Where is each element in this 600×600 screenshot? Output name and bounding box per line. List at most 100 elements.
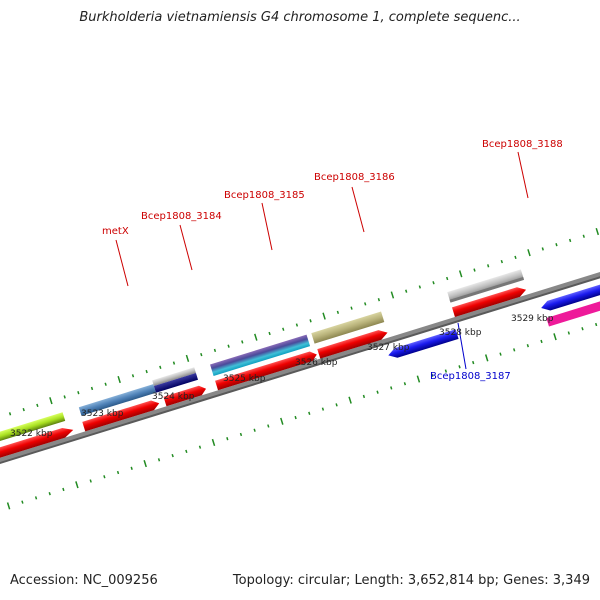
map-title: Burkholderia vietnamiensis G4 chromosome… bbox=[79, 10, 521, 25]
major-tick bbox=[75, 481, 79, 489]
minor-tick bbox=[403, 382, 407, 386]
minor-tick bbox=[321, 407, 325, 411]
outer-tick-ruler bbox=[8, 227, 600, 416]
minor-tick bbox=[555, 243, 558, 247]
minor-tick bbox=[239, 432, 243, 437]
cds-forward-1[interactable] bbox=[0, 425, 75, 460]
gene-label-Bcep1808_3187[interactable]: Bcep1808_3187 bbox=[430, 371, 511, 382]
minor-tick bbox=[308, 411, 311, 415]
inner-tick-ruler bbox=[6, 322, 598, 510]
summary-text: Topology: circular; Length: 3,652,814 bp… bbox=[232, 573, 590, 588]
gene-label-Bcep1808_3186[interactable]: Bcep1808_3186 bbox=[314, 172, 395, 183]
feature-bar-3184-grey[interactable] bbox=[152, 367, 196, 387]
minor-tick bbox=[446, 276, 449, 281]
minor-tick bbox=[335, 403, 338, 407]
chromosome-backbone bbox=[0, 240, 600, 483]
minor-tick bbox=[473, 268, 476, 272]
ruler-label: 3528 kbp bbox=[439, 328, 482, 338]
minor-tick bbox=[226, 437, 229, 441]
minor-tick bbox=[90, 386, 94, 391]
minor-tick bbox=[594, 322, 598, 327]
feature-bar-3188-shade bbox=[449, 276, 525, 303]
minor-tick bbox=[295, 323, 299, 327]
minor-tick bbox=[540, 339, 543, 344]
minor-tick bbox=[34, 496, 38, 500]
minor-tick bbox=[145, 369, 148, 374]
feature-bar-3188[interactable] bbox=[447, 269, 524, 302]
cds-reverse-pink[interactable] bbox=[546, 297, 600, 327]
minor-tick bbox=[21, 500, 24, 504]
cds-Bcep1808_3186[interactable] bbox=[317, 328, 389, 359]
major-tick bbox=[348, 396, 352, 404]
ruler-label: 3526 kbp bbox=[295, 358, 338, 368]
minor-tick bbox=[432, 281, 435, 285]
cds-metX[interactable] bbox=[82, 398, 160, 432]
ruler-label: 3524 kbp bbox=[152, 392, 195, 402]
major-tick bbox=[390, 291, 395, 299]
major-tick bbox=[49, 397, 53, 405]
minor-tick bbox=[364, 302, 367, 306]
minor-tick bbox=[171, 453, 174, 458]
accession-text: Accession: NC_009256 bbox=[10, 573, 158, 588]
cds-Bcep1808_3188[interactable] bbox=[451, 285, 528, 317]
feature-bar-3185[interactable] bbox=[210, 334, 311, 376]
minor-tick bbox=[581, 327, 584, 331]
minor-tick bbox=[116, 470, 120, 475]
minor-tick bbox=[36, 403, 39, 408]
ruler-label: 3523 kbp bbox=[81, 409, 124, 419]
minor-tick bbox=[336, 310, 340, 315]
minor-tick bbox=[458, 365, 461, 369]
feature-bar-lime[interactable] bbox=[0, 412, 66, 445]
major-tick bbox=[527, 249, 531, 257]
leader-3184 bbox=[179, 224, 193, 271]
ruler-label: 3527 kbp bbox=[367, 343, 410, 353]
minor-tick bbox=[567, 331, 570, 335]
major-tick bbox=[185, 354, 190, 362]
minor-tick bbox=[390, 386, 393, 390]
minor-tick bbox=[157, 458, 161, 462]
minor-tick bbox=[8, 412, 12, 416]
cds-Bcep1808_3185[interactable] bbox=[215, 350, 318, 391]
feature-bar-3184-navy[interactable] bbox=[153, 373, 199, 393]
major-tick bbox=[484, 354, 489, 362]
minor-tick bbox=[350, 306, 353, 310]
minor-tick bbox=[377, 298, 381, 302]
minor-tick bbox=[582, 234, 585, 238]
minor-tick bbox=[130, 466, 133, 470]
ruler-label: 3525 kbp bbox=[223, 374, 266, 384]
minor-tick bbox=[77, 391, 80, 395]
minor-tick bbox=[267, 424, 270, 428]
minor-tick bbox=[500, 259, 503, 264]
minor-tick bbox=[241, 340, 244, 344]
minor-tick bbox=[185, 449, 188, 454]
minor-tick bbox=[405, 289, 408, 293]
gene-label-metX[interactable]: metX bbox=[102, 226, 129, 237]
minor-tick bbox=[198, 445, 202, 449]
chromosome-backbone-shade bbox=[0, 244, 600, 484]
minor-tick bbox=[131, 374, 135, 378]
gene-label-Bcep1808_3184[interactable]: Bcep1808_3184 bbox=[141, 211, 222, 222]
gene-label-Bcep1808_3185[interactable]: Bcep1808_3185 bbox=[224, 190, 305, 201]
leader-3186 bbox=[351, 186, 365, 233]
major-tick bbox=[553, 333, 557, 341]
feature-bar-3186[interactable] bbox=[311, 311, 385, 344]
minor-tick bbox=[568, 238, 572, 243]
major-tick bbox=[211, 438, 216, 447]
gene-label-Bcep1808_3188[interactable]: Bcep1808_3188 bbox=[482, 139, 563, 150]
cds-Bcep1808_3184[interactable] bbox=[163, 384, 207, 407]
cds-Bcep1808_3187[interactable] bbox=[387, 329, 459, 360]
minor-tick bbox=[159, 365, 162, 369]
cds-reverse-edge[interactable] bbox=[540, 281, 600, 313]
feature-bar-metX[interactable] bbox=[78, 384, 156, 416]
minor-tick bbox=[227, 344, 230, 348]
major-tick bbox=[143, 460, 147, 468]
minor-tick bbox=[431, 373, 434, 377]
minor-tick bbox=[282, 327, 285, 331]
minor-tick bbox=[63, 395, 66, 399]
major-tick bbox=[6, 502, 11, 510]
minor-tick bbox=[253, 428, 256, 432]
minor-tick bbox=[487, 264, 490, 268]
major-tick bbox=[280, 417, 284, 425]
minor-tick bbox=[362, 394, 366, 399]
